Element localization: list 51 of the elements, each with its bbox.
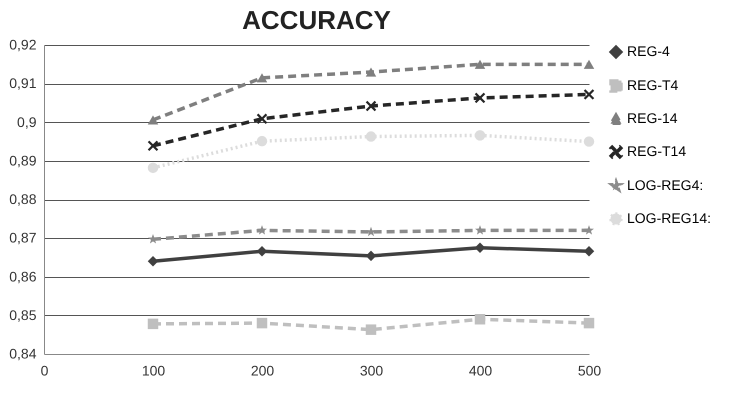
legend-label: REG-14 — [627, 110, 678, 126]
point — [256, 73, 268, 82]
legend-label: LOG-REG14: — [627, 210, 712, 226]
y-tick-label: 0,89 — [9, 152, 37, 168]
y-tick-label: 0,85 — [9, 306, 37, 323]
y-tick-label: 0,92 — [9, 36, 37, 52]
point — [584, 246, 594, 256]
y-tick-label: 0,91 — [9, 75, 37, 92]
x-tick-label: 500 — [578, 362, 602, 378]
legend-label: REG-T4 — [627, 77, 679, 93]
point — [474, 314, 486, 324]
point — [474, 242, 486, 254]
legend-label: REG-4 — [627, 43, 670, 59]
point — [584, 318, 594, 328]
point — [366, 131, 376, 142]
y-tick-label: 0,86 — [9, 268, 37, 284]
point — [256, 136, 268, 146]
point — [148, 115, 158, 124]
point — [366, 250, 376, 262]
point — [366, 226, 376, 236]
point — [257, 225, 267, 235]
y-tick-label: 0,84 — [9, 346, 37, 362]
point — [366, 324, 376, 335]
point — [148, 256, 158, 267]
point — [148, 318, 158, 330]
legend-label: REG-T14 — [627, 143, 686, 159]
point — [584, 89, 594, 100]
point — [256, 246, 268, 256]
x-tick-label: 0 — [40, 362, 49, 378]
x-tick-label: 200 — [250, 362, 274, 378]
point — [366, 100, 376, 112]
point — [474, 60, 486, 69]
x-tick-label: 300 — [360, 362, 384, 378]
x-tick-label: 400 — [468, 362, 492, 378]
point — [475, 225, 485, 235]
point — [474, 92, 486, 104]
y-tick-label: 0,9 — [17, 114, 37, 130]
point — [256, 114, 268, 124]
point — [584, 225, 594, 235]
point — [148, 140, 158, 152]
point — [584, 60, 594, 69]
x-tick-label: 100 — [142, 362, 166, 378]
y-tick-label: 0,88 — [9, 191, 37, 207]
point — [148, 162, 158, 174]
point — [584, 136, 594, 147]
legend-label: LOG-REG4: — [627, 177, 704, 193]
point — [474, 130, 486, 141]
point — [256, 318, 268, 328]
y-tick-label: 0,87 — [9, 230, 37, 246]
point — [366, 67, 376, 77]
chart-title: ACCURACY — [242, 5, 391, 35]
